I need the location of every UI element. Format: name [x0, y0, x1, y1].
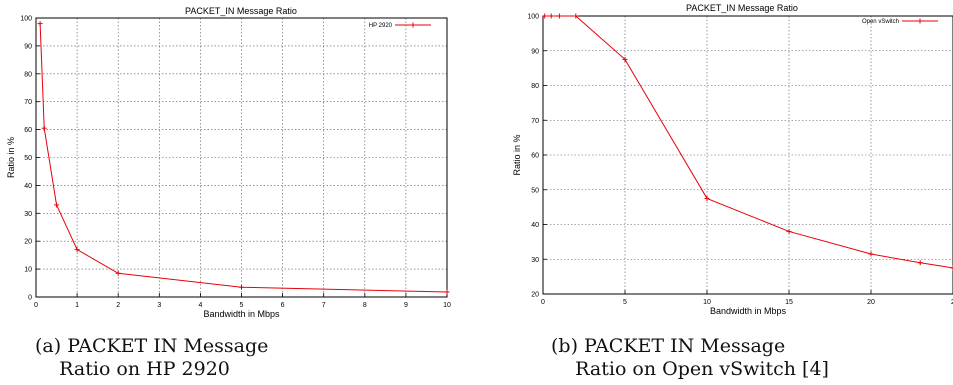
- x-tick-label: 10: [443, 302, 451, 309]
- x-tick-label: 15: [785, 299, 793, 306]
- y-tick-label: 80: [24, 71, 32, 78]
- plot-frame: [36, 18, 447, 297]
- caption-a: (a) PACKET IN Message Ratio on HP 2920: [35, 335, 268, 381]
- data-point: [239, 285, 244, 290]
- x-tick-label: 5: [240, 302, 244, 309]
- data-point: [787, 229, 792, 234]
- y-tick-label: 50: [24, 155, 32, 162]
- y-tick-label: 90: [24, 43, 32, 50]
- data-point: [918, 260, 923, 265]
- data-point: [869, 252, 874, 257]
- x-tick-label: 6: [281, 302, 285, 309]
- y-tick-label: 50: [531, 187, 539, 194]
- y-tick-label: 40: [531, 222, 539, 229]
- data-point: [42, 126, 47, 131]
- x-tick-label: 9: [404, 302, 408, 309]
- x-tick-label: 8: [363, 302, 367, 309]
- y-tick-label: 90: [531, 48, 539, 55]
- y-tick-label: 100: [527, 14, 539, 21]
- data-point: [705, 196, 710, 201]
- y-tick-label: 100: [20, 16, 32, 23]
- x-tick-label: 5: [623, 299, 627, 306]
- legend-label: Open vSwitch: [862, 19, 899, 25]
- x-tick-label: 20: [867, 299, 875, 306]
- x-tick-label: 4: [198, 302, 202, 309]
- y-tick-label: 40: [24, 183, 32, 190]
- x-tick-label: 3: [157, 302, 161, 309]
- x-tick-label: 7: [322, 302, 326, 309]
- chart-b: 0510152022030405060708090100PACKET_IN Me…: [512, 3, 953, 316]
- y-tick-label: 20: [531, 292, 539, 299]
- x-axis-label: Bandwidth in Mbps: [710, 306, 787, 316]
- data-point: [116, 271, 121, 276]
- x-axis-label: Bandwidth in Mbps: [203, 309, 280, 319]
- y-axis-label: Ratio in %: [6, 137, 16, 178]
- y-tick-label: 60: [24, 127, 32, 134]
- legend: HP 2920: [369, 23, 431, 30]
- y-tick-label: 60: [531, 153, 539, 160]
- legend: Open vSwitch: [862, 19, 938, 26]
- y-tick-label: 70: [24, 99, 32, 106]
- figure: 0 1 2 3 4 5 6 7 8 9 100102030405060708090100PACKET…: [0, 0, 953, 330]
- plot-frame: [543, 16, 953, 294]
- chart-a: 0 1 2 3 4 5 6 7 8 9 100102030405060708090100PACKET…: [6, 6, 451, 319]
- y-tick-label: 80: [531, 83, 539, 90]
- data-point: [54, 202, 59, 207]
- chart-title: PACKET_IN Message Ratio: [686, 3, 798, 13]
- y-tick-label: 70: [531, 118, 539, 125]
- y-tick-label: 30: [531, 257, 539, 264]
- series-line: [545, 16, 953, 268]
- x-tick-label: 0: [34, 302, 38, 309]
- data-point: [75, 247, 80, 252]
- data-point: [445, 289, 450, 294]
- data-point: [38, 21, 43, 26]
- caption-b: (b) PACKET IN Message Ratio on Open vSwi…: [551, 335, 829, 381]
- legend-label: HP 2920: [369, 23, 393, 29]
- chart-title: PACKET_IN Message Ratio: [185, 6, 297, 16]
- data-point: [557, 14, 562, 19]
- x-tick-label: 10: [703, 299, 711, 306]
- data-point: [549, 14, 554, 19]
- y-tick-label: 20: [24, 239, 32, 246]
- x-tick-label: 0: [541, 299, 545, 306]
- x-tick-label: 1: [75, 302, 79, 309]
- x-tick-label: 2: [116, 302, 120, 309]
- y-axis-label: Ratio in %: [512, 134, 522, 175]
- y-tick-label: 30: [24, 211, 32, 218]
- y-tick-label: 10: [24, 267, 32, 274]
- y-tick-label: 0: [28, 295, 32, 302]
